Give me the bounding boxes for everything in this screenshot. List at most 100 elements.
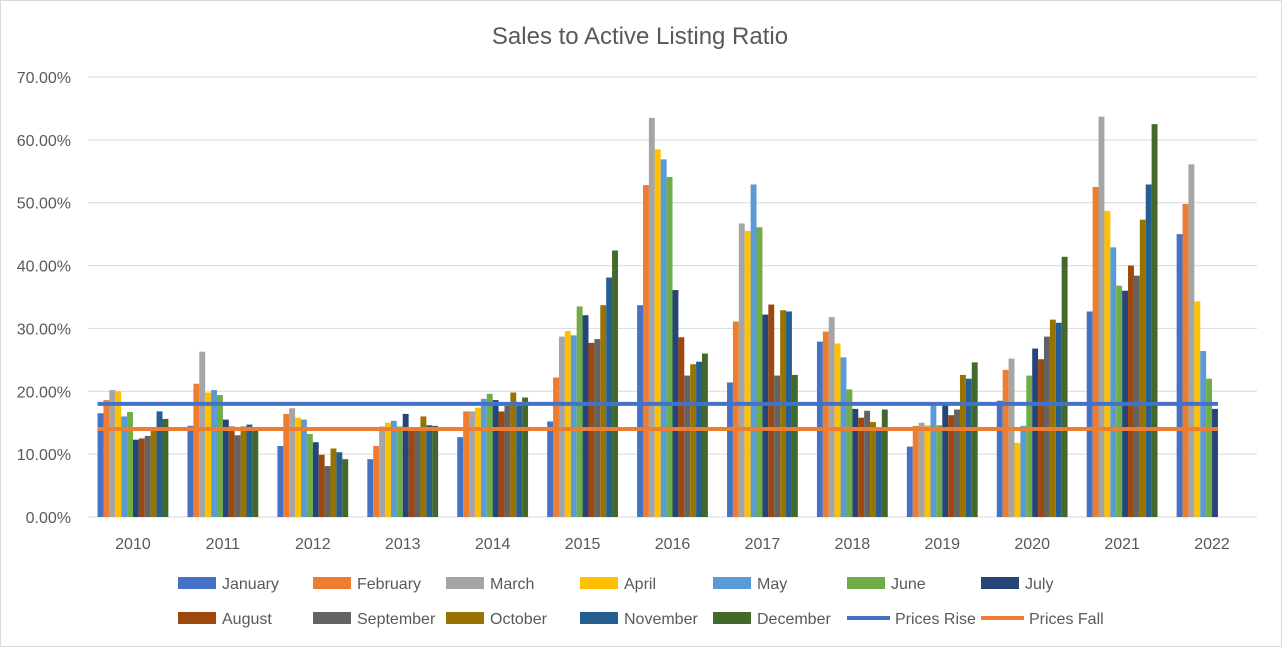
bar-june-2014 <box>486 393 493 517</box>
bar-july-2015 <box>582 315 589 517</box>
x-tick-label: 2010 <box>115 536 151 553</box>
bar-august-2017 <box>768 304 775 517</box>
bar-march-2012 <box>289 408 296 517</box>
bar-may-2014 <box>480 398 487 517</box>
bar-march-2021 <box>1098 116 1105 517</box>
bar-february-2021 <box>1092 187 1099 517</box>
bar-december-2014 <box>522 397 529 517</box>
bar-march-2016 <box>648 117 655 517</box>
x-tick-label: 2020 <box>1014 536 1050 553</box>
legend-swatch-december <box>713 612 751 624</box>
legend-label: February <box>357 576 421 593</box>
bar-april-2020 <box>1014 442 1021 517</box>
bar-july-2014 <box>492 400 499 517</box>
bar-october-2012 <box>330 448 337 517</box>
legend-swatch-january <box>178 577 216 589</box>
bar-september-2012 <box>324 466 331 517</box>
bar-august-2010 <box>138 438 145 517</box>
bar-july-2020 <box>1032 348 1039 517</box>
bar-november-2011 <box>246 424 253 517</box>
bar-september-2016 <box>684 375 691 517</box>
legend-label: April <box>624 576 656 593</box>
legend-label: September <box>357 611 436 628</box>
legend-swatch-april <box>580 577 618 589</box>
bar-may-2017 <box>750 184 757 517</box>
y-tick-label: 60.00% <box>17 133 71 150</box>
bar-october-2010 <box>150 429 157 517</box>
bar-november-2010 <box>156 411 163 517</box>
bar-june-2013 <box>396 426 403 517</box>
legend-label: November <box>624 611 698 628</box>
bar-march-2019 <box>918 422 925 517</box>
bar-february-2012 <box>283 413 290 517</box>
legend-label: March <box>490 576 534 593</box>
bar-july-2017 <box>762 314 769 517</box>
bar-november-2013 <box>426 425 433 517</box>
bar-march-2018 <box>828 317 835 517</box>
bar-april-2013 <box>385 422 391 517</box>
legend-label: Prices Rise <box>895 611 976 628</box>
reference-lines <box>97 401 1218 431</box>
bar-november-2014 <box>516 405 523 517</box>
bar-january-2020 <box>996 400 1003 517</box>
y-tick-label: 50.00% <box>17 196 71 213</box>
bar-january-2014 <box>457 437 464 517</box>
bar-march-2017 <box>738 223 745 517</box>
bar-june-2017 <box>756 227 763 517</box>
bar-january-2019 <box>906 446 913 517</box>
bar-february-2017 <box>732 321 739 517</box>
bar-september-2014 <box>504 405 511 517</box>
x-tick-label: 2013 <box>385 536 421 553</box>
legend-label: August <box>222 611 272 628</box>
bar-july-2012 <box>312 442 319 517</box>
bar-april-2012 <box>295 417 302 517</box>
bar-may-2015 <box>570 335 577 517</box>
bar-april-2014 <box>474 407 481 517</box>
bar-june-2011 <box>216 395 223 517</box>
bar-may-2022 <box>1200 351 1207 517</box>
bar-january-2013 <box>367 459 374 517</box>
bar-february-2010 <box>103 400 110 517</box>
bar-march-2022 <box>1188 164 1195 517</box>
bar-may-2019 <box>930 403 937 517</box>
bar-june-2015 <box>576 306 583 517</box>
legend-label: October <box>490 611 548 628</box>
bar-may-2011 <box>211 390 217 517</box>
bar-december-2021 <box>1151 124 1158 518</box>
bar-july-2010 <box>132 439 139 517</box>
bar-february-2018 <box>822 331 829 517</box>
bar-august-2014 <box>498 411 505 517</box>
legend-label: December <box>757 611 831 628</box>
bar-may-2016 <box>660 159 667 518</box>
bar-june-2016 <box>666 176 673 517</box>
bar-january-2012 <box>277 445 284 517</box>
bar-december-2019 <box>971 362 978 517</box>
bar-november-2020 <box>1055 322 1062 517</box>
bar-march-2013 <box>379 426 386 517</box>
bar-september-2011 <box>234 435 241 517</box>
bar-january-2016 <box>637 305 643 517</box>
bar-october-2019 <box>959 374 966 517</box>
bar-april-2011 <box>205 392 212 517</box>
bar-december-2010 <box>162 418 169 517</box>
bar-november-2018 <box>875 430 882 517</box>
legend-label: May <box>757 576 787 593</box>
bar-october-2020 <box>1049 319 1056 517</box>
bar-february-2019 <box>912 425 919 517</box>
bar-october-2011 <box>240 426 247 517</box>
bar-july-2022 <box>1212 408 1218 517</box>
bar-december-2017 <box>791 374 798 517</box>
legend-swatch-september <box>313 612 351 624</box>
bar-october-2021 <box>1139 219 1146 517</box>
bar-february-2020 <box>1002 369 1009 517</box>
bar-january-2017 <box>727 382 733 517</box>
bar-july-2019 <box>942 405 949 517</box>
bar-february-2022 <box>1182 203 1189 517</box>
bar-april-2015 <box>564 330 571 517</box>
bar-december-2018 <box>881 409 888 517</box>
bar-march-2014 <box>469 411 475 517</box>
bar-january-2021 <box>1086 311 1093 517</box>
legend-swatch-may <box>713 577 751 589</box>
bar-august-2013 <box>408 428 415 517</box>
x-tick-label: 2018 <box>835 536 871 553</box>
